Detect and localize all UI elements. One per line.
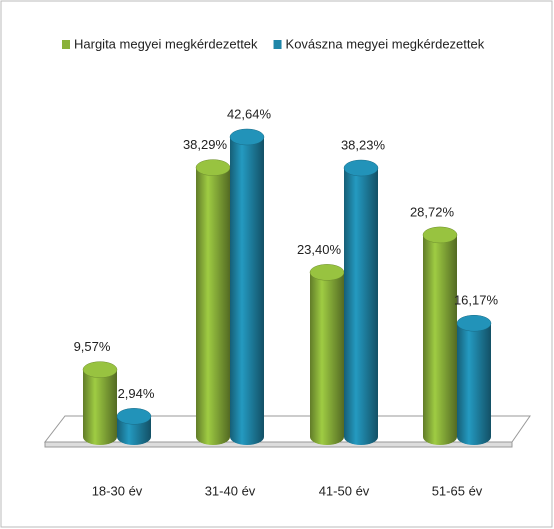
x-tick-label: 51-65 év	[432, 483, 483, 498]
bar	[196, 167, 230, 445]
data-label: 38,23%	[341, 137, 386, 152]
bar	[230, 137, 264, 445]
data-label: 38,29%	[183, 137, 228, 152]
bar-top	[422, 226, 458, 244]
data-label: 23,40%	[297, 242, 342, 257]
data-label: 16,17%	[454, 293, 499, 308]
data-label: 42,64%	[227, 106, 272, 121]
legend-swatch	[273, 40, 282, 49]
bar-top	[309, 264, 345, 281]
bar-top	[456, 314, 492, 332]
bar	[83, 369, 117, 445]
bar	[310, 272, 344, 445]
data-label: 9,57%	[74, 339, 111, 354]
legend-label: Kovászna megyei megkérdezettek	[286, 36, 485, 51]
bar	[457, 323, 491, 445]
bar-top	[229, 128, 265, 146]
x-tick-label: 41-50 év	[319, 483, 370, 498]
bar-top	[195, 159, 231, 176]
legend-swatch	[62, 40, 70, 49]
bar	[423, 234, 457, 445]
bar-top	[116, 408, 152, 425]
bar-top	[343, 159, 379, 177]
legend-label: Hargita megyei megkérdezettek	[74, 36, 258, 51]
data-label: 2,94%	[118, 386, 155, 401]
x-tick-label: 18-30 év	[92, 483, 143, 498]
x-tick-label: 31-40 év	[205, 483, 256, 498]
bar-top	[82, 361, 118, 378]
bar	[344, 168, 378, 445]
data-label: 28,72%	[410, 204, 455, 219]
